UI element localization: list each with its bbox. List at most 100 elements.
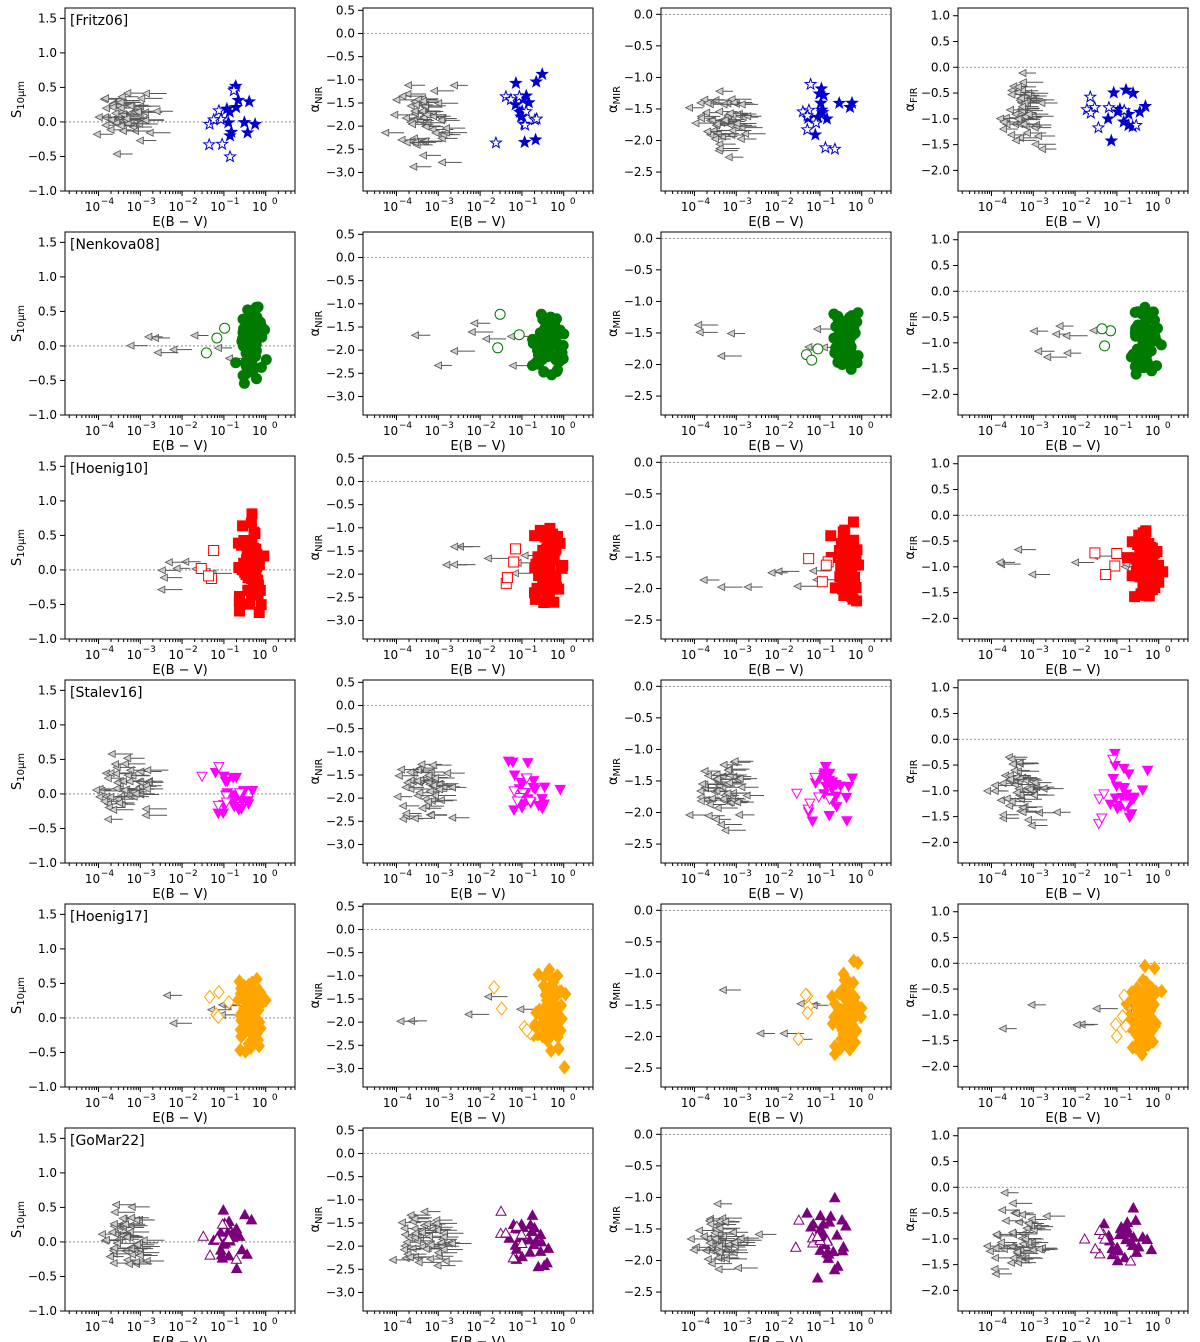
upper-limit-arrowhead [1009,766,1019,775]
x-tick-label: 10 [1020,1320,1035,1334]
data-point [842,991,855,1006]
upper-limit-arrowhead [996,1238,1005,1247]
x-tick-label: 10 [806,648,821,662]
data-point [834,781,847,792]
data-point-open [524,796,537,808]
upper-limit-arrowhead [1055,321,1064,331]
data-point [543,997,556,1013]
y-tick-label: 1.0 [38,718,57,732]
data-point-open [213,762,225,773]
upper-limit-arrowhead [105,1252,114,1261]
upper-limit-arrowhead [100,94,109,103]
y-tick-label: −1.0 [326,521,355,535]
y-tick-label: 1.0 [38,1166,57,1180]
data-point-open [1118,988,1131,1004]
x-axis-label: E(B − V) [1045,663,1100,678]
y-tick-label: −1.5 [921,586,950,600]
upper-limit-arrowhead [686,1234,695,1244]
x-axis-label: E(B − V) [450,1335,505,1342]
x-axis-label: E(B − V) [152,1111,207,1126]
upper-limit-arrowhead [157,566,166,575]
x-tick-exponent: 0 [868,869,874,879]
data-point [808,127,823,141]
data-point [237,340,249,352]
data-point-open [809,772,821,784]
upper-limit-arrowhead [108,103,117,112]
data-point [1104,799,1117,811]
upper-limit-arrowhead [1036,98,1046,108]
data-point-open [1098,789,1110,800]
data-point [1131,362,1143,374]
y-tick-label: −1.0 [624,518,653,532]
data-point-open [803,553,815,565]
x-tick-exponent: 0 [272,645,278,655]
x-tick-label: 10 [806,200,821,214]
x-tick-label: 10 [1103,872,1118,886]
y-axis-label: αFIR [903,535,920,559]
data-point-open [508,786,520,797]
data-point [847,953,860,969]
data-point-open [1087,100,1102,114]
y-tick-label: −0.5 [624,487,653,501]
data-point [846,773,859,785]
y-axis-label: S10μm [10,977,27,1014]
x-tick-exponent: −1 [1119,1317,1132,1327]
x-tick-label: 10 [1145,872,1160,886]
upper-limit-arrowhead [1007,755,1016,764]
upper-limit-arrowhead [397,135,406,144]
data-point [538,782,551,794]
upper-limit-arrowhead [1037,144,1047,154]
upper-limit-arrowhead [1070,558,1080,567]
y-axis-label: αFIR [903,87,920,111]
data-point [508,805,520,816]
data-point [1122,1227,1135,1238]
x-tick-exponent: −1 [226,869,239,879]
data-point [543,316,555,328]
x-tick-exponent: −2 [184,197,197,207]
data-point-open [212,103,226,117]
y-tick-label: −1.5 [326,544,355,558]
upper-limit-arrowhead [1029,326,1038,336]
data-point-open [511,796,524,808]
x-tick-label: 10 [1020,648,1035,662]
y-tick-label: 0.0 [336,474,355,488]
x-tick-label: 10 [806,1320,821,1334]
x-tick-exponent: −4 [994,197,1008,207]
upper-limit-arrowhead [1017,1210,1026,1219]
data-point [552,356,564,368]
panel-gomar22-afir: −2.0−1.5−1.0−0.50.00.51.010 −4 10 −3 10 −2 10−… [903,1127,1189,1342]
upper-limit-arrowhead [720,1217,730,1226]
x-tick-exponent: −4 [697,869,711,879]
data-point [521,758,534,769]
x-tick-exponent: −4 [399,869,413,879]
upper-limit-arrowhead [1024,110,1033,119]
y-tick-label: 1.0 [38,46,57,60]
y-tick-label: 0.0 [336,1146,355,1160]
upper-limit-arrowhead [1004,801,1014,810]
data-point [258,323,270,335]
upper-limit-arrowhead [103,774,112,783]
y-tick-label: −2.5 [624,389,653,403]
data-point [233,594,245,606]
x-tick-label: 10 [425,1096,440,1110]
data-point-open [1083,89,1098,103]
data-point-open [508,556,520,568]
x-tick-label: 10 [1145,1320,1160,1334]
y-tick-label: −1.5 [921,1258,950,1272]
y-tick-label: 1.0 [931,233,950,247]
x-tick-exponent: −3 [739,197,752,207]
upper-limit-arrowhead [143,332,153,341]
data-point [847,1005,860,1020]
x-tick-exponent: −1 [1119,197,1132,207]
y-tick-label: −2.0 [624,358,653,372]
data-point-open [1119,799,1132,811]
upper-limit-arrowhead [700,766,709,776]
data-point [242,1036,255,1051]
data-point [1146,584,1158,596]
data-point [1135,541,1147,553]
upper-limit-arrowhead [403,81,413,90]
y-axis-label: αFIR [903,983,920,1007]
upper-limit-arrowhead [133,107,142,116]
upper-limit-arrowhead [117,92,126,101]
y-axis-label: S10μm [10,529,27,566]
